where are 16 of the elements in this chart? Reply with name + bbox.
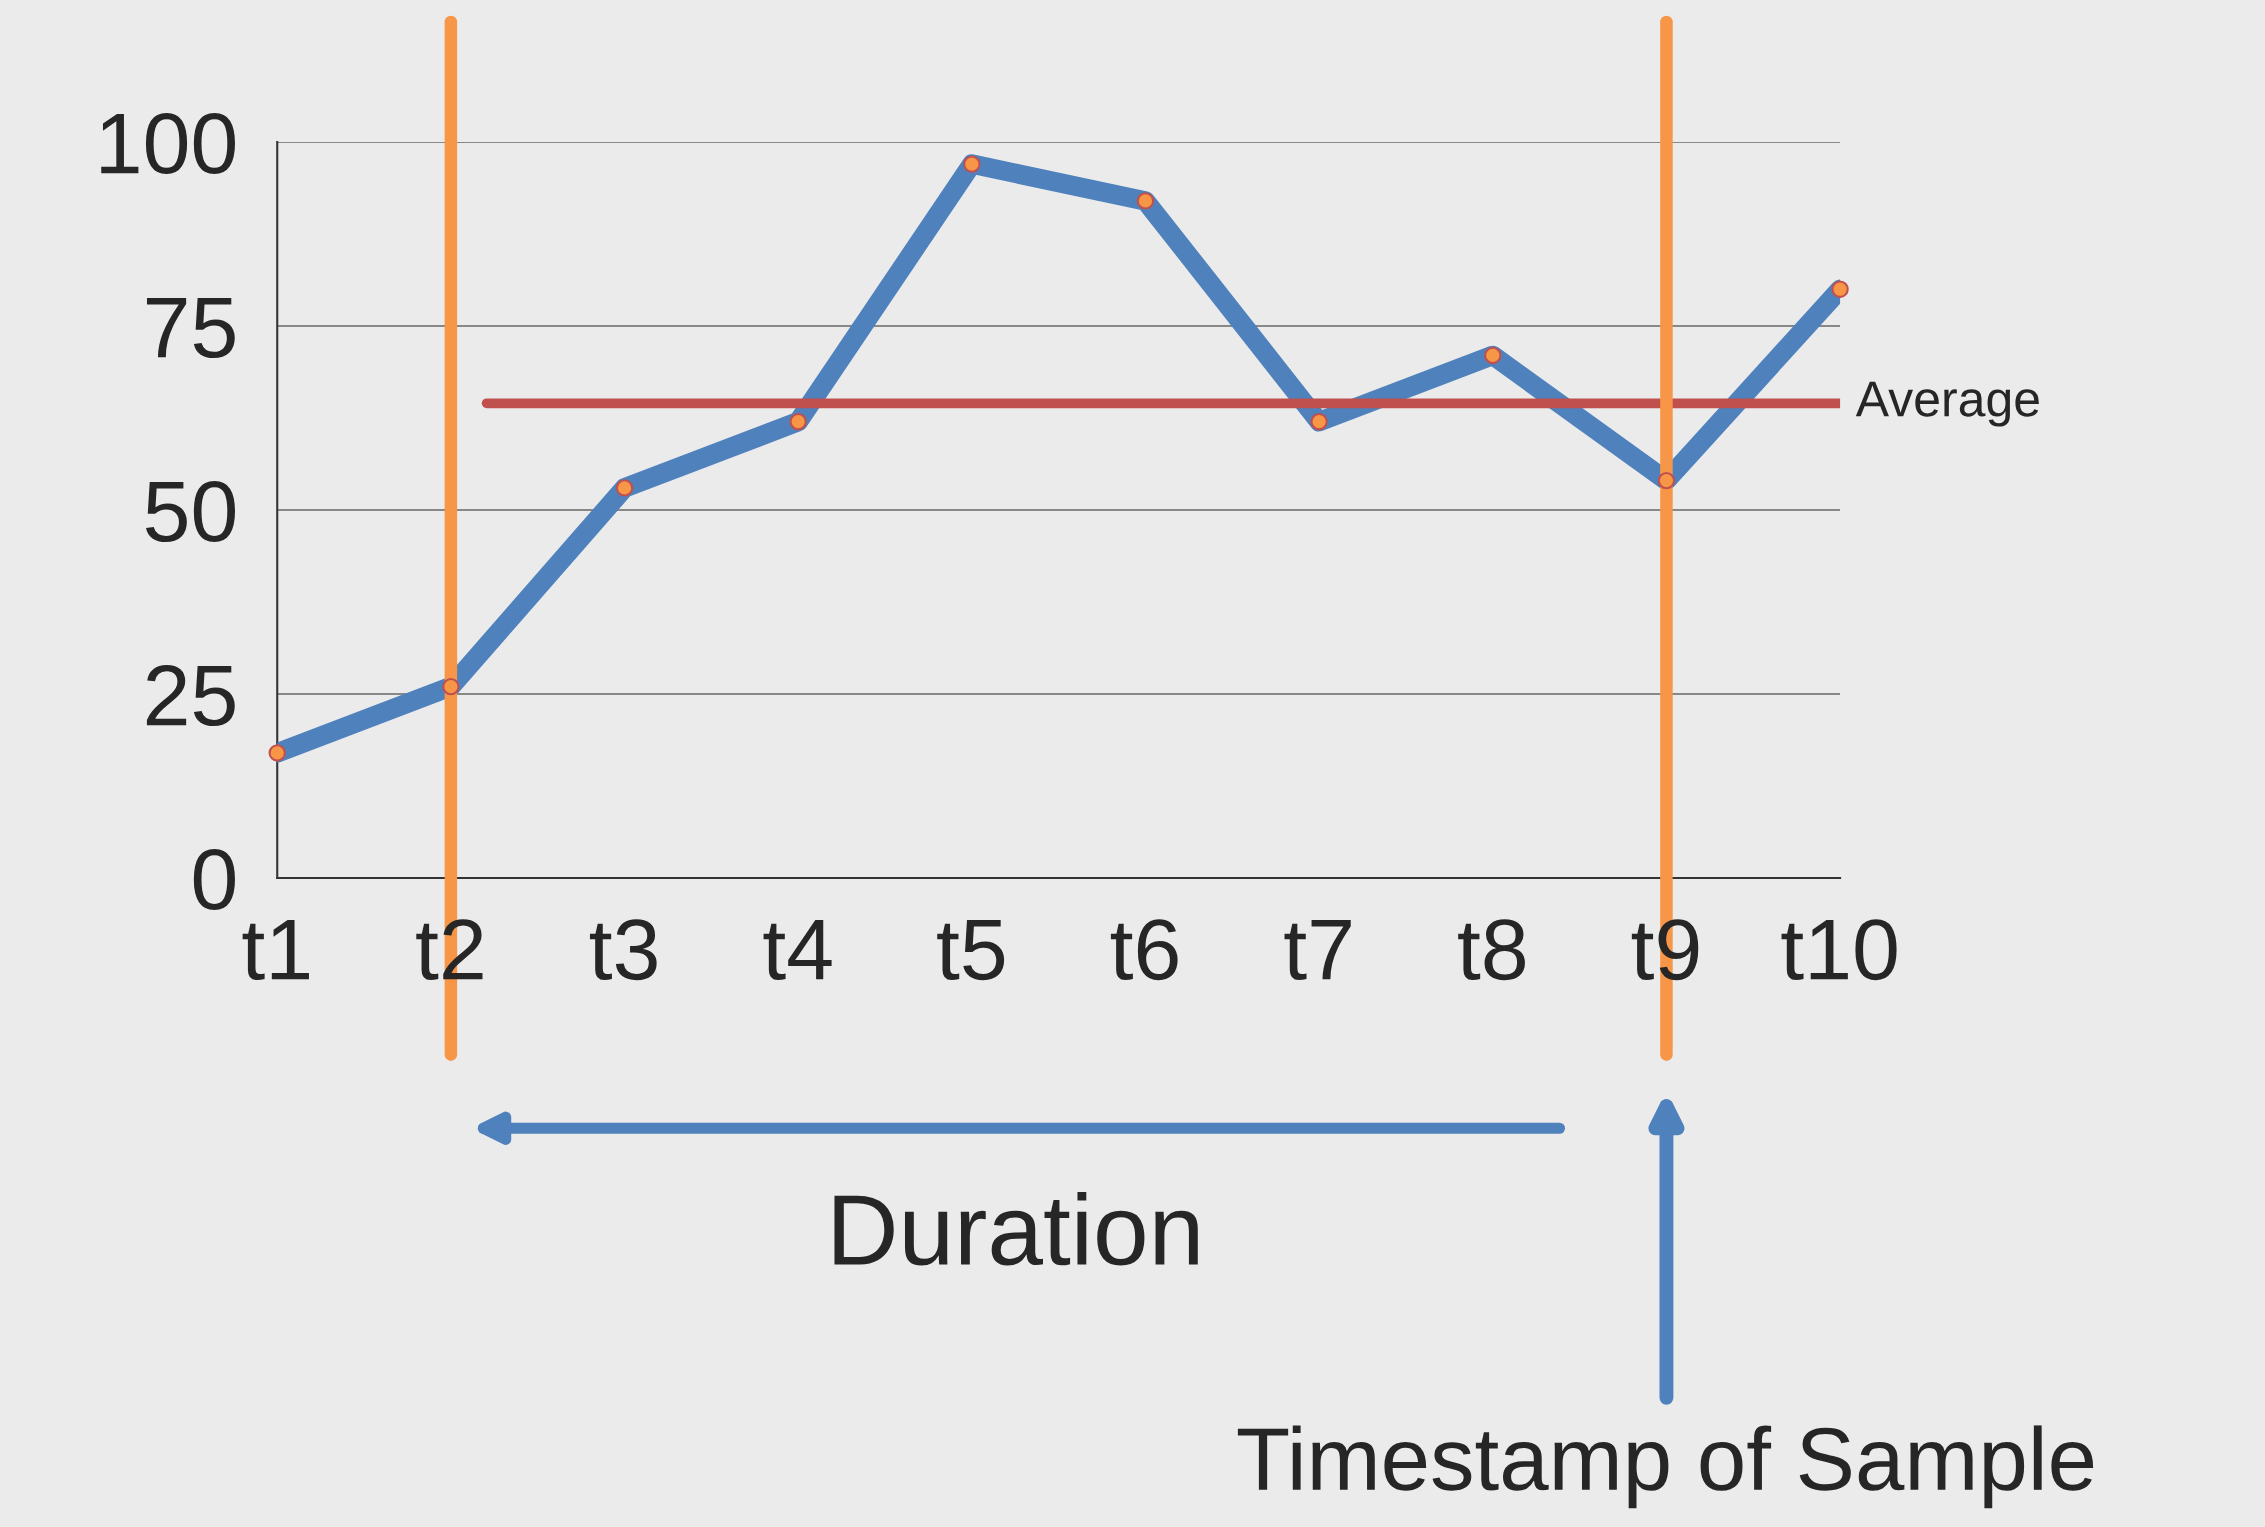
y-tick-label: 25 (146, 665, 235, 727)
y-tick-label: 100 (101, 113, 235, 175)
x-tick-label: t4 (763, 920, 832, 980)
x-tick-label: t6 (1110, 919, 1178, 981)
text: Timestamp of Sample (1237, 1425, 2094, 1509)
x-tick-label: t5 (937, 920, 1005, 981)
ref-line-label: Average (1855, 381, 2039, 427)
x-tick-label: t1 (242, 920, 309, 980)
y-tick-label: 50 (146, 481, 235, 543)
y-tick-label: 75 (146, 297, 235, 359)
x-tick-label: t7 (1284, 920, 1351, 980)
x-tick-label: t3 (589, 919, 657, 981)
x-tick-label: t8 (1458, 919, 1525, 981)
x-tick-label: t10 (1781, 919, 1897, 981)
y-tick-label: 0 (193, 849, 235, 911)
text: Duration (834, 1192, 1198, 1266)
